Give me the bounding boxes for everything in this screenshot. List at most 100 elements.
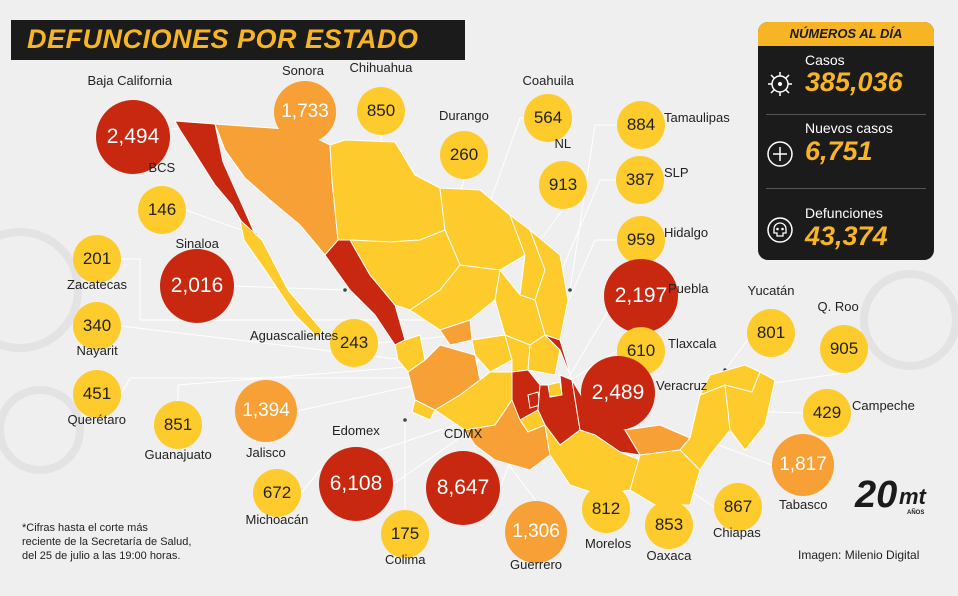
state-label-jalisco: Jalisco [246, 445, 286, 460]
bubble-value-q-roo: 905 [829, 339, 859, 358]
state-label-cdmx: CDMX [444, 426, 483, 441]
bubble-value-sonora: 1,733 [281, 101, 329, 122]
region-campeche [679, 384, 731, 471]
footnote-line: *Cifras hasta el corte más [22, 522, 148, 534]
bubble-tamaulipas: 884 [617, 101, 665, 149]
footnote-line: del 25 de julio a las 19:00 horas. [22, 550, 181, 562]
bubble-tabasco: 1,817 [772, 434, 834, 496]
bubble-value-jalisco: 1,394 [242, 400, 290, 421]
bubble-slp: 387 [616, 156, 664, 204]
bubble-value-guerrero: 1,306 [512, 521, 560, 542]
bubble-value-hidalgo: 959 [626, 230, 656, 249]
bubble-nl: 913 [539, 161, 587, 209]
region-chihuahua [329, 139, 446, 243]
bubble-guanajuato: 851 [154, 401, 202, 449]
bubble-hidalgo: 959 [617, 216, 665, 264]
bubble-value-tabasco: 1,817 [779, 454, 827, 475]
leader-dot-colima [403, 418, 407, 422]
title-bar: DEFUNCIONES POR ESTADO [11, 20, 465, 60]
state-label-edomex: Edomex [332, 423, 380, 438]
bubble-coahuila: 564 [524, 94, 572, 142]
region-colima [411, 399, 436, 421]
state-label-sinaloa: Sinaloa [175, 236, 219, 251]
bubble-value-michoacan: 672 [262, 483, 292, 502]
state-label-baja-california: Baja California [87, 73, 173, 88]
state-label-colima: Colima [385, 552, 426, 567]
bubble-value-bcs: 146 [147, 200, 177, 219]
bubble-value-guanajuato: 851 [163, 415, 193, 434]
region-bcs [239, 218, 323, 339]
bubble-value-colima: 175 [390, 524, 420, 543]
bubble-value-tamaulipas: 884 [626, 115, 656, 134]
bubble-sonora: 1,733 [274, 81, 336, 143]
state-label-puebla: Puebla [668, 281, 709, 296]
bubble-michoacan: 672 [253, 469, 301, 517]
state-label-q-roo: Q. Roo [817, 299, 859, 314]
bubble-queretaro: 451 [73, 370, 121, 418]
state-label-queretaro: Querétaro [67, 412, 127, 427]
region-sinaloa [324, 239, 406, 346]
stats-panel: NÚMEROS AL DÍA Casos 385,036 Nuevos caso… [758, 22, 934, 260]
bubble-aguascalientes: 243 [330, 319, 378, 367]
bubble-value-baja-california: 2,494 [106, 125, 160, 148]
bubble-value-zacatecas: 201 [82, 249, 112, 268]
bubble-morelos: 812 [582, 485, 630, 533]
bubble-value-yucatan: 801 [756, 323, 786, 342]
bubble-cdmx: 8,647 [426, 451, 500, 525]
panel-divider [766, 188, 926, 189]
bubble-yucatan: 801 [747, 309, 795, 357]
bubble-value-sinaloa: 2,016 [170, 274, 224, 297]
stats-panel-title: NÚMEROS AL DÍA [789, 26, 903, 41]
state-label-veracruz: Veracruz [656, 378, 708, 393]
bubble-nayarit: 340 [73, 302, 121, 350]
virus-icon [768, 72, 792, 96]
bubble-jalisco: 1,394 [235, 380, 297, 442]
state-label-slp: SLP [664, 165, 689, 180]
stat-label-nuevos-casos: Nuevos casos [805, 120, 893, 136]
stat-value-nuevos-casos: 6,751 [805, 136, 873, 166]
state-label-tamaulipas: Tamaulipas [664, 110, 730, 125]
bubble-puebla: 2,197 [604, 259, 678, 333]
state-label-nl: NL [554, 136, 572, 151]
bubble-zacatecas: 201 [73, 235, 121, 283]
state-regions [174, 120, 776, 506]
state-label-aguascalientes: Aguascalientes [250, 328, 339, 343]
bubble-campeche: 429 [803, 389, 851, 437]
plus-icon [767, 141, 793, 167]
state-label-michoacan: Michoacán [245, 512, 309, 527]
bubble-chiapas: 867 [714, 483, 762, 531]
bubble-oaxaca: 853 [645, 501, 693, 549]
bubble-value-slp: 387 [625, 170, 655, 189]
bubble-value-oaxaca: 853 [654, 515, 684, 534]
state-label-durango: Durango [439, 108, 489, 123]
milenio-20-logo: 20 mt AÑOS [855, 474, 935, 520]
state-label-nayarit: Nayarit [76, 343, 118, 358]
logo-brand: mt [899, 484, 926, 509]
bubble-guerrero: 1,306 [505, 501, 567, 563]
bubble-value-edomex: 6,108 [329, 472, 383, 495]
page-title: DEFUNCIONES POR ESTADO [27, 24, 419, 54]
bubble-bcs: 146 [138, 186, 186, 234]
state-label-tlaxcala: Tlaxcala [668, 336, 717, 351]
footnote-line: reciente de la Secretaría de Salud, [22, 536, 192, 548]
bubble-baja-california: 2,494 [96, 100, 170, 174]
stats-panel-header: NÚMEROS AL DÍA [758, 22, 934, 46]
leader-dot-sinaloa [343, 288, 347, 292]
bubble-value-coahuila: 564 [533, 108, 563, 127]
footnote: *Cifras hasta el corte más reciente de l… [22, 521, 191, 563]
stat-label-defunciones: Defunciones [805, 205, 883, 221]
bubble-veracruz: 2,489 [581, 356, 655, 430]
region-q-roo [724, 371, 776, 451]
logo-number: 20 [855, 474, 898, 516]
state-label-guerrero: Guerrero [510, 557, 563, 572]
bubble-value-morelos: 812 [591, 499, 621, 518]
state-label-bcs: BCS [148, 160, 176, 175]
logo-sub: AÑOS [907, 510, 925, 516]
bubble-value-veracruz: 2,489 [591, 381, 645, 404]
state-label-oaxaca: Oaxaca [646, 548, 692, 563]
stat-value-casos: 385,036 [805, 67, 903, 97]
state-label-zacatecas: Zacatecas [67, 277, 127, 292]
bubble-value-chiapas: 867 [723, 497, 753, 516]
bubble-value-queretaro: 451 [82, 384, 112, 403]
